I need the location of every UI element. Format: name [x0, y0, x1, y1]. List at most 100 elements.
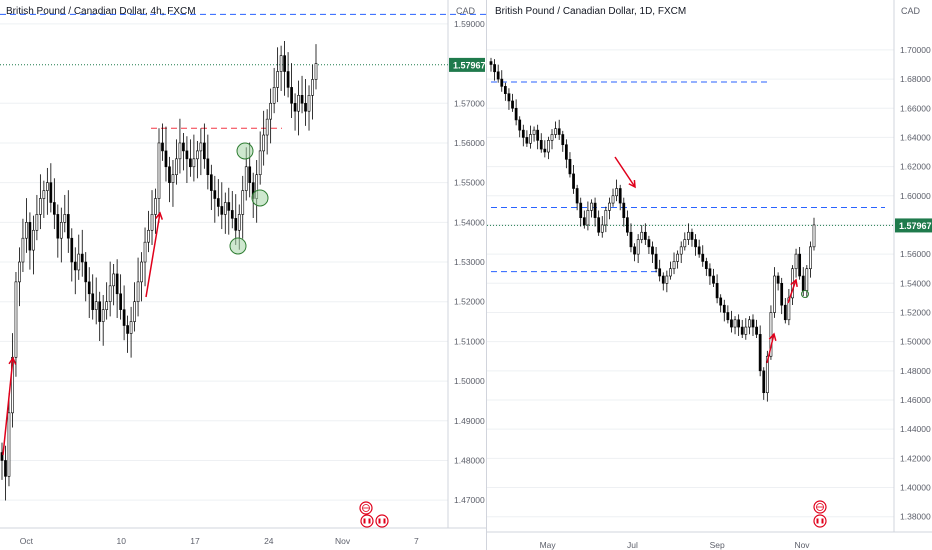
candle	[547, 140, 550, 153]
candle	[672, 261, 676, 270]
candle	[216, 198, 220, 207]
chart-4h-canvas[interactable]: 1.59000 1.57000 1.56000 1.55000 1.54000 1.530…	[0, 0, 486, 550]
candle	[661, 275, 665, 284]
candle	[726, 312, 730, 321]
flag-icon[interactable]	[375, 514, 389, 528]
candle	[140, 261, 143, 283]
candle	[575, 188, 579, 204]
candle	[801, 275, 805, 291]
candle	[286, 71, 290, 88]
chart-pane-1d[interactable]: 1.70000 1.68000 1.66000 1.64000 1.62000 1.600…	[486, 0, 932, 550]
candle	[780, 283, 784, 306]
chart-pane-4h[interactable]: 1.59000 1.57000 1.56000 1.55000 1.54000 1.530…	[0, 0, 486, 550]
candle	[561, 134, 565, 146]
last-price-label: 1.57967	[899, 221, 932, 231]
candle	[112, 273, 115, 287]
candle	[300, 95, 304, 104]
candle	[751, 319, 755, 328]
flag-icon[interactable]	[360, 514, 374, 528]
y-tick-label: 1.62000	[900, 162, 931, 172]
candle	[690, 231, 694, 240]
y-tick-label: 1.38000	[900, 512, 931, 522]
candle	[503, 86, 507, 94]
candle	[84, 261, 88, 283]
candle	[192, 158, 196, 168]
last-price-label: 1.57967	[453, 60, 486, 70]
candle	[794, 253, 798, 270]
chart-title: British Pound / Canadian Dollar, 4h, FXC…	[6, 6, 196, 17]
candle	[258, 150, 262, 176]
y-tick-label: 1.47000	[454, 495, 485, 505]
flag-center	[365, 518, 369, 524]
y-tick-label: 1.50000	[900, 337, 931, 347]
arrow-head	[628, 179, 636, 189]
candle	[199, 142, 203, 152]
candle	[105, 301, 109, 310]
candle	[532, 129, 536, 135]
y-tick-label: 1.44000	[900, 424, 931, 434]
x-tick-label: Oct	[20, 536, 34, 546]
y-tick-label: 1.51000	[454, 336, 485, 346]
candle	[21, 237, 25, 263]
candle	[665, 275, 669, 284]
candle	[600, 224, 604, 233]
candle	[683, 239, 687, 248]
candle	[579, 202, 583, 218]
candle	[178, 142, 182, 160]
y-tick-label: 1.46000	[900, 395, 931, 405]
y-tick-label: 1.42000	[900, 453, 931, 463]
candle	[189, 158, 192, 168]
chart-background	[0, 0, 486, 550]
chart-1d-canvas[interactable]: 1.70000 1.68000 1.66000 1.64000 1.62000 1.600…	[487, 0, 932, 550]
candle	[654, 253, 658, 270]
candle	[237, 214, 241, 231]
candle	[147, 229, 150, 243]
candle	[514, 107, 518, 121]
y-tick-label: 1.55000	[454, 178, 485, 188]
globe-icon[interactable]	[359, 501, 373, 515]
candle	[730, 319, 733, 328]
candle	[521, 129, 525, 138]
flag-icon[interactable]	[813, 514, 827, 528]
candle	[161, 142, 164, 152]
candle	[798, 253, 802, 277]
candle	[568, 159, 572, 175]
candle	[101, 309, 105, 322]
candle	[164, 150, 168, 168]
candle	[715, 283, 719, 299]
candle	[213, 190, 217, 199]
arrow-head	[8, 356, 17, 365]
candle	[154, 198, 157, 215]
candle	[489, 61, 493, 65]
candle	[719, 297, 723, 306]
candle	[122, 309, 126, 326]
last-price-tag	[449, 57, 485, 72]
candle	[704, 261, 708, 270]
candle	[262, 134, 266, 152]
x-tick-label: May	[540, 540, 557, 550]
x-tick-label: 7	[414, 536, 419, 546]
y-tick-label: 1.49000	[454, 416, 485, 426]
flag-center	[818, 518, 822, 524]
candle	[182, 142, 185, 152]
highlight-circle	[801, 290, 809, 298]
candle	[733, 319, 737, 328]
candle	[769, 312, 773, 357]
candle	[290, 87, 293, 104]
candle	[56, 214, 60, 239]
candle	[28, 222, 32, 251]
candle	[175, 158, 178, 176]
y-tick-label: 1.57000	[454, 98, 485, 108]
candle	[279, 55, 283, 72]
y-tick-label: 1.59000	[454, 19, 485, 29]
globe-icon[interactable]	[813, 500, 827, 514]
candle	[525, 137, 529, 144]
candle	[669, 268, 672, 277]
candle	[543, 148, 547, 153]
x-tick-label: Sep	[710, 540, 725, 550]
y-tick-label: 1.48000	[454, 455, 485, 465]
y-tick-label: 1.40000	[900, 483, 931, 493]
candle	[604, 210, 608, 226]
candle	[52, 202, 56, 215]
y-tick-label: 1.52000	[454, 297, 485, 307]
